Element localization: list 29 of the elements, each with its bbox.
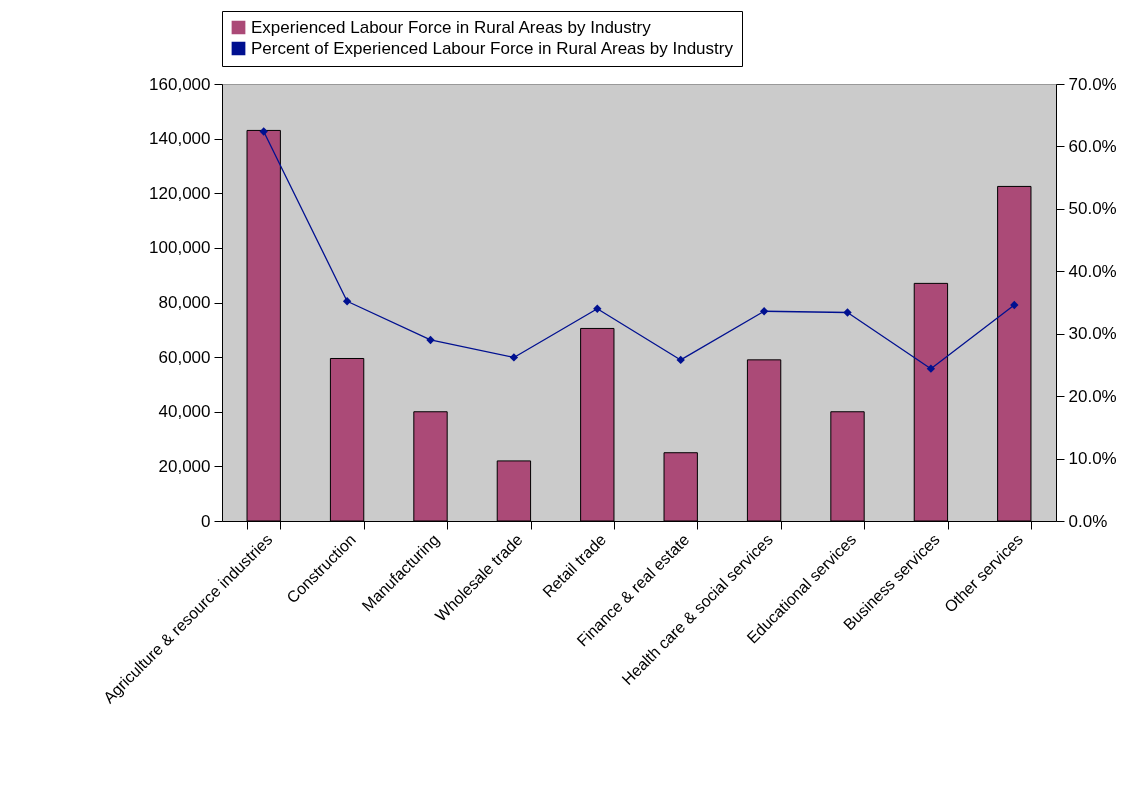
point bbox=[1010, 300, 1019, 310]
legend-label: Percent of Experienced Labour Force in Rural Areas by Industry bbox=[251, 38, 734, 58]
y-tick-label: 60,000 bbox=[158, 347, 211, 367]
point bbox=[426, 335, 435, 345]
y2-tick-label: 60.0% bbox=[1068, 136, 1117, 156]
legend-label: Experienced Labour Force in Rural Areas by Industry bbox=[251, 17, 652, 37]
y2-tick-label: 70.0% bbox=[1068, 74, 1117, 94]
y-tick-label: 140,000 bbox=[149, 129, 211, 149]
y2-tick-label: 50.0% bbox=[1068, 199, 1117, 219]
point bbox=[593, 304, 602, 313]
y-tick-label: 80,000 bbox=[158, 293, 211, 312]
y2-tick-label: 10.0% bbox=[1068, 449, 1117, 469]
point bbox=[759, 307, 769, 316]
point bbox=[342, 297, 352, 306]
point bbox=[676, 355, 685, 365]
point bbox=[509, 353, 519, 362]
point bbox=[926, 364, 936, 373]
y2-tick-label: 30.0% bbox=[1068, 324, 1117, 344]
y-tick-label: 100,000 bbox=[149, 238, 211, 258]
y-tick-label: 40,000 bbox=[158, 402, 211, 422]
point bbox=[259, 127, 268, 136]
point bbox=[843, 308, 852, 317]
y-tick-label: 120,000 bbox=[149, 183, 211, 203]
y-tick-label: 0 bbox=[201, 511, 211, 531]
y-tick-label: 160,000 bbox=[149, 74, 211, 94]
y-tick-label: 20,000 bbox=[158, 456, 211, 476]
y2-tick-label: 40.0% bbox=[1068, 261, 1117, 281]
y2-tick-label: 0.0% bbox=[1068, 511, 1108, 531]
y2-tick-label: 20.0% bbox=[1068, 386, 1117, 406]
